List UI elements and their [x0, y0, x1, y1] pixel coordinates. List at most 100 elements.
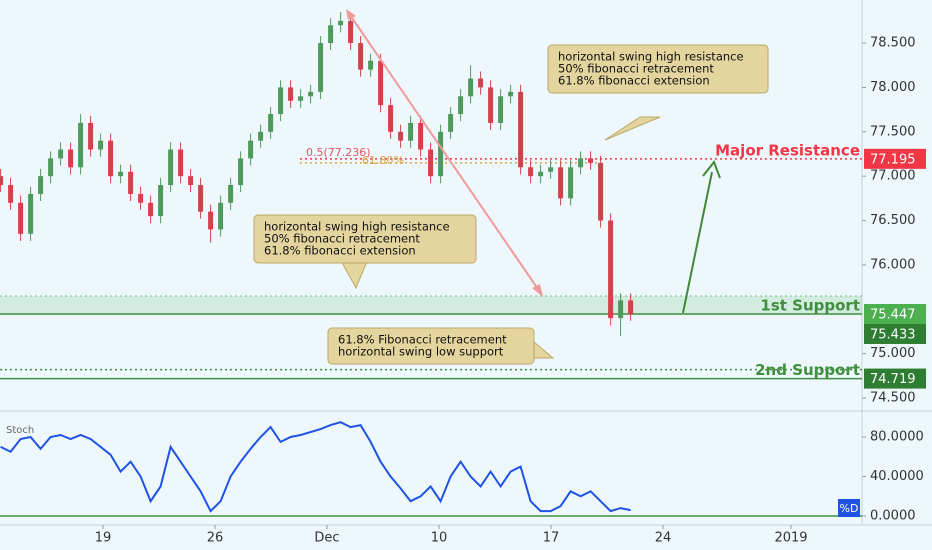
- candle-body: [628, 300, 634, 314]
- x-tick-label: 19: [95, 531, 112, 546]
- candle-body: [58, 149, 64, 159]
- candle-body: [98, 140, 104, 150]
- candle-body: [128, 171, 134, 194]
- candle-body: [18, 202, 24, 234]
- candle-body: [138, 193, 144, 203]
- candle-body: [68, 149, 74, 168]
- x-tick-label: 10: [431, 531, 448, 546]
- candle-body: [0, 176, 4, 186]
- x-tick-label: 24: [655, 531, 672, 546]
- annotation-text: horizontal swing low support: [338, 345, 504, 359]
- candle-body: [38, 176, 44, 194]
- candle-body: [388, 105, 394, 132]
- fib-label: 0.5(77.236): [306, 146, 371, 159]
- up-arrow: [682, 171, 713, 314]
- candle-body: [188, 176, 194, 186]
- price-tag: [864, 368, 926, 389]
- candle-body: [278, 87, 284, 115]
- candle-body: [48, 158, 54, 177]
- y-tick-label: 80.0000: [870, 429, 924, 444]
- y-tick-label: 77.500: [870, 124, 916, 139]
- price-tag: [864, 323, 926, 344]
- chart-layer: 78.500 78.000 77.500 77.000 76.500 76.000 75.0…: [0, 11, 926, 546]
- candle-body: [418, 122, 424, 150]
- annotation-text: 61.8% fibonacci extension: [264, 244, 416, 258]
- y-tick-label: 74.500: [870, 391, 916, 406]
- annotation-text: 50% fibonacci retracement: [264, 232, 420, 246]
- candle-body: [298, 96, 304, 101]
- y-tick-label: 75.000: [870, 346, 916, 361]
- candle-body: [478, 78, 484, 88]
- down-arrow-tail: [346, 9, 356, 20]
- y-tick-label: 77.000: [870, 169, 916, 184]
- candle-body: [258, 131, 264, 141]
- candle-body: [208, 211, 214, 230]
- candle-body: [228, 185, 234, 203]
- annotation-text: 50% fibonacci retracement: [558, 62, 714, 76]
- annotation-box: [547, 44, 769, 94]
- candle-body: [78, 122, 84, 168]
- y-tick-label: 40.0000: [870, 469, 924, 484]
- candle-body: [198, 185, 204, 212]
- annotation-tail: [604, 116, 661, 141]
- candle-body: [438, 131, 444, 177]
- candle-body: [268, 114, 274, 132]
- candle-body: [498, 96, 504, 123]
- arrows: [346, 9, 721, 314]
- candle-body: [288, 87, 294, 101]
- candle-body: [538, 171, 544, 177]
- annotation-text: 61.8% Fibonacci retracement: [338, 333, 507, 347]
- level-label: Major Resistance: [715, 141, 860, 159]
- candle-body: [548, 167, 554, 172]
- candle-body: [148, 202, 154, 217]
- candle-body: [108, 140, 114, 177]
- candle-body: [118, 171, 124, 177]
- candle-body: [358, 43, 364, 70]
- down-arrow-head: [532, 284, 543, 297]
- candle-body: [368, 60, 374, 70]
- candle-body: [458, 96, 464, 115]
- price-tag-label: 75.447: [870, 307, 916, 322]
- candle-body: [338, 20, 344, 26]
- y-tick-label: 76.000: [870, 257, 916, 272]
- candle-body: [88, 122, 94, 150]
- fib-label: 61.80%: [362, 154, 404, 167]
- candle-body: [348, 20, 354, 44]
- y-tick-label: 0.0000: [870, 509, 916, 524]
- candle-body: [568, 167, 574, 199]
- x-tick-label: 26: [207, 531, 224, 546]
- candle-body: [308, 91, 314, 97]
- candle-body: [408, 122, 414, 141]
- candle-body: [8, 185, 14, 203]
- up-arrow-head: [702, 159, 721, 179]
- level-label: 1st Support: [760, 296, 860, 314]
- legend-badge: [838, 499, 860, 517]
- x-tick-label: 17: [543, 531, 560, 546]
- annotation-box: [327, 327, 535, 365]
- annotation-text: 61.8% fibonacci extension: [558, 74, 710, 88]
- price-tag-label: 75.433: [870, 327, 916, 342]
- level-label: 2nd Support: [755, 361, 860, 379]
- candle-body: [168, 149, 174, 186]
- candle-body: [428, 149, 434, 177]
- candle-body: [508, 91, 514, 97]
- candle-body: [398, 131, 404, 141]
- candle-body: [518, 91, 524, 168]
- price-tag-label: 74.719: [870, 372, 916, 387]
- candle-body: [158, 185, 164, 217]
- candle-body: [488, 87, 494, 123]
- stoch-line: [0, 421, 631, 513]
- candle-body: [318, 43, 324, 92]
- candle-body: [598, 162, 604, 221]
- candle-body: [588, 158, 594, 163]
- candle-body: [328, 25, 334, 44]
- candle-body: [608, 220, 614, 319]
- y-tick-label: 76.500: [870, 213, 916, 228]
- annotation-box: [253, 214, 477, 264]
- annotation-text: horizontal swing high resistance: [264, 220, 450, 234]
- down-arrow: [347, 11, 541, 293]
